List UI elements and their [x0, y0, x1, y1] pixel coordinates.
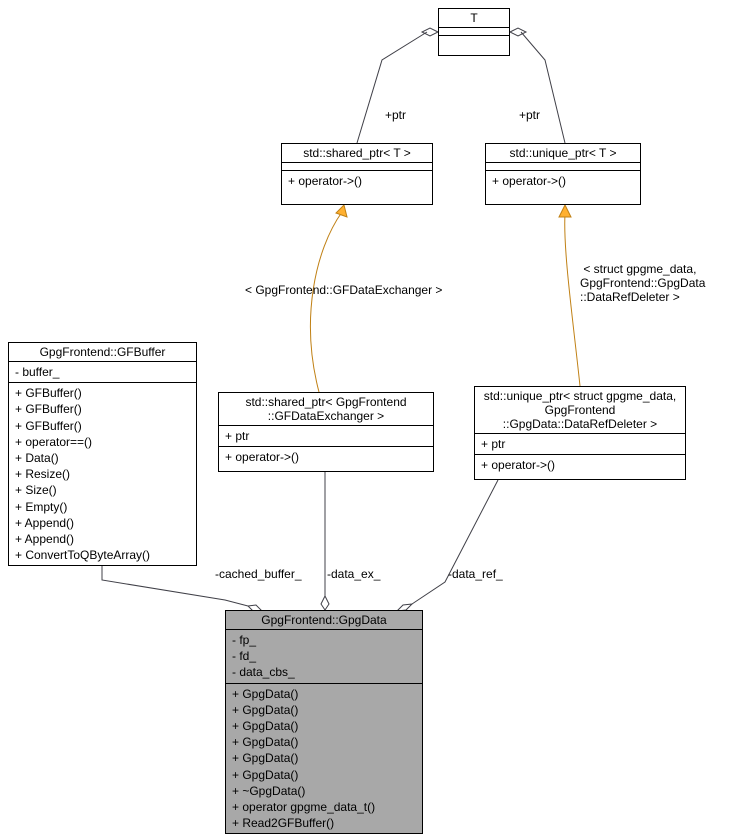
- class-shared-ptr-gfdataexchanger[interactable]: std::shared_ptr< GpgFrontend ::GFDataExc…: [218, 392, 434, 472]
- class-member: - fp_: [232, 632, 416, 648]
- class-section: + GFBuffer()+ GFBuffer()+ GFBuffer()+ op…: [9, 383, 196, 565]
- class-T[interactable]: T: [438, 8, 510, 56]
- edge-agg-dataref: [397, 480, 498, 611]
- edge-t-shared: [357, 28, 438, 143]
- class-gfbuffer[interactable]: GpgFrontend::GFBuffer- buffer_+ GFBuffer…: [8, 342, 197, 566]
- edge-t-unique: [510, 28, 565, 143]
- class-section: + ptr: [475, 434, 685, 455]
- class-unique-ptr-gpgme-data[interactable]: std::unique_ptr< struct gpgme_data, GpgF…: [474, 386, 686, 480]
- class-member: + operator==(): [15, 434, 190, 450]
- class-member: - data_cbs_: [232, 664, 416, 680]
- class-member: + Empty(): [15, 499, 190, 515]
- class-title: T: [439, 9, 509, 28]
- class-member: + Size(): [15, 482, 190, 498]
- edge-label-ptr-left: +ptr: [385, 108, 406, 122]
- class-section: + operator->(): [486, 171, 640, 191]
- class-section: - fp_- fd_- data_cbs_: [226, 630, 422, 684]
- edge-label-cached: -cached_buffer_: [215, 567, 302, 581]
- class-section: [439, 28, 509, 36]
- class-member: + operator->(): [481, 457, 679, 473]
- class-member: + GpgData(): [232, 734, 416, 750]
- class-member: + ptr: [481, 436, 679, 452]
- edge-label-dataref: -data_ref_: [448, 567, 503, 581]
- class-title: GpgFrontend::GFBuffer: [9, 343, 196, 362]
- class-member: + operator gpgme_data_t(): [232, 799, 416, 815]
- class-gpgdata[interactable]: GpgFrontend::GpgData- fp_- fd_- data_cbs…: [225, 610, 423, 834]
- class-member: + ConvertToQByteArray(): [15, 547, 190, 563]
- class-title: GpgFrontend::GpgData: [226, 611, 422, 630]
- class-member: + GpgData(): [232, 686, 416, 702]
- class-section: + operator->(): [219, 447, 433, 467]
- class-member: + GpgData(): [232, 702, 416, 718]
- class-section: + GpgData()+ GpgData()+ GpgData()+ GpgDa…: [226, 684, 422, 834]
- edge-inherit-shared: [310, 205, 347, 392]
- class-section: + operator->(): [282, 171, 432, 191]
- class-member: + Append(): [15, 515, 190, 531]
- edge-label-struct: < struct gpgme_data, GpgFrontend::GpgDat…: [580, 262, 705, 304]
- edge-label-dataex: -data_ex_: [327, 567, 380, 581]
- class-section: [486, 163, 640, 171]
- class-section: [439, 36, 509, 44]
- class-member: + GpgData(): [232, 718, 416, 734]
- edge-label-ptr-right: +ptr: [519, 108, 540, 122]
- class-unique-ptr-T[interactable]: std::unique_ptr< T >+ operator->(): [485, 143, 641, 205]
- class-section: - buffer_: [9, 362, 196, 383]
- class-member: + GFBuffer(): [15, 385, 190, 401]
- class-section: + operator->(): [475, 455, 685, 475]
- class-member: + operator->(): [225, 449, 427, 465]
- class-member: - buffer_: [15, 364, 190, 380]
- class-title: std::shared_ptr< GpgFrontend ::GFDataExc…: [219, 393, 433, 426]
- class-member: + Resize(): [15, 466, 190, 482]
- class-member: + Append(): [15, 531, 190, 547]
- class-member: - fd_: [232, 648, 416, 664]
- class-member: + Read2GFBuffer(): [232, 815, 416, 831]
- class-member: + Data(): [15, 450, 190, 466]
- class-member: + GpgData(): [232, 750, 416, 766]
- class-title: std::unique_ptr< T >: [486, 144, 640, 163]
- class-member: + operator->(): [492, 173, 634, 189]
- class-member: + GFBuffer(): [15, 418, 190, 434]
- edge-inherit-unique: [559, 205, 580, 386]
- class-title: std::unique_ptr< struct gpgme_data, GpgF…: [475, 387, 685, 434]
- class-section: [282, 163, 432, 171]
- class-member: + GpgData(): [232, 767, 416, 783]
- class-member: + GFBuffer(): [15, 401, 190, 417]
- class-member: + ~GpgData(): [232, 783, 416, 799]
- class-shared-ptr-T[interactable]: std::shared_ptr< T >+ operator->(): [281, 143, 433, 205]
- class-member: + operator->(): [288, 173, 426, 189]
- edge-label-gfdataexchanger: < GpgFrontend::GFDataExchanger >: [245, 283, 442, 297]
- edge-agg-dataex: [321, 472, 329, 610]
- class-member: + ptr: [225, 428, 427, 444]
- class-title: std::shared_ptr< T >: [282, 144, 432, 163]
- class-section: + ptr: [219, 426, 433, 447]
